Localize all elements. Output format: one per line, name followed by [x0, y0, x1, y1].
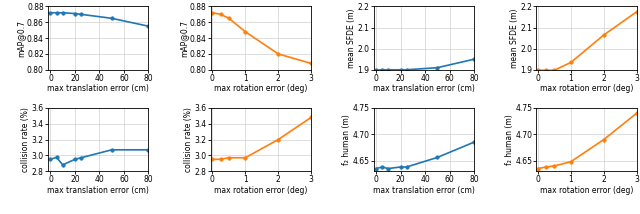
Y-axis label: mean SFDE (m): mean SFDE (m)	[510, 8, 519, 68]
Y-axis label: mAP@0.7: mAP@0.7	[17, 20, 26, 57]
X-axis label: max translation error (cm): max translation error (cm)	[47, 84, 149, 93]
X-axis label: max rotation error (deg): max rotation error (deg)	[214, 84, 308, 93]
Y-axis label: mAP@0.7: mAP@0.7	[179, 20, 188, 57]
X-axis label: max translation error (cm): max translation error (cm)	[373, 186, 475, 195]
X-axis label: max rotation error (deg): max rotation error (deg)	[540, 84, 633, 93]
Y-axis label: f₂ human (m): f₂ human (m)	[342, 114, 351, 165]
X-axis label: max rotation error (deg): max rotation error (deg)	[540, 186, 633, 195]
Y-axis label: collision rate (%): collision rate (%)	[21, 107, 30, 172]
Y-axis label: collision rate (%): collision rate (%)	[184, 107, 193, 172]
X-axis label: max translation error (cm): max translation error (cm)	[47, 186, 149, 195]
Y-axis label: mean SFDE (m): mean SFDE (m)	[347, 8, 356, 68]
X-axis label: max rotation error (deg): max rotation error (deg)	[214, 186, 308, 195]
X-axis label: max translation error (cm): max translation error (cm)	[373, 84, 475, 93]
Y-axis label: f₂ human (m): f₂ human (m)	[505, 114, 514, 165]
